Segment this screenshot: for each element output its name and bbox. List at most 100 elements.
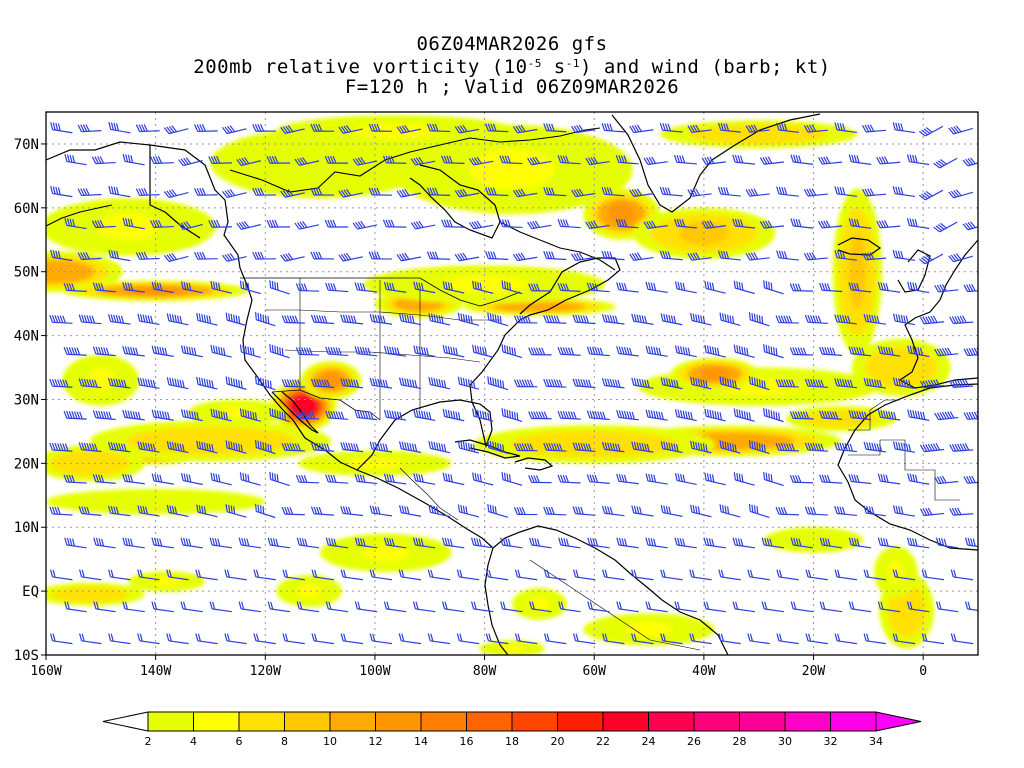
wind-barb xyxy=(789,347,814,356)
wind-barb xyxy=(472,344,494,358)
colorbar-swatch xyxy=(238,711,285,732)
wind-barb xyxy=(948,189,973,199)
wind-barb xyxy=(775,315,799,324)
wind-barb xyxy=(412,537,436,549)
wind-barb xyxy=(513,507,538,516)
wind-barb xyxy=(222,189,247,198)
wind-barb xyxy=(717,186,741,197)
wind-barb xyxy=(776,633,799,645)
wind-barb xyxy=(252,187,276,196)
wind-barb xyxy=(863,569,887,581)
wind-barb xyxy=(472,408,494,422)
wind-barb xyxy=(310,506,334,516)
wind-barb xyxy=(803,124,828,133)
colorbar-tick-label: 26 xyxy=(687,735,701,748)
wind-barb xyxy=(572,506,596,516)
wind-barb xyxy=(631,377,654,389)
wind-barb xyxy=(834,569,857,581)
wind-barb xyxy=(601,505,625,517)
wind-barb xyxy=(733,344,755,358)
wind-barb xyxy=(789,283,814,292)
wind-barb xyxy=(948,125,973,135)
wind-barb xyxy=(180,409,203,422)
wind-barb xyxy=(558,537,581,549)
wind-barb xyxy=(748,312,770,327)
wind-barb xyxy=(236,221,261,230)
wind-barb xyxy=(732,154,756,165)
colorbar-tick-label: 16 xyxy=(460,735,474,748)
wind-barb xyxy=(93,601,116,613)
wind-barb xyxy=(660,377,683,390)
wind-barb xyxy=(616,601,639,613)
wind-barb xyxy=(252,251,276,260)
wind-barb xyxy=(543,187,567,197)
wind-barb xyxy=(253,633,276,645)
wind-barb xyxy=(135,124,160,133)
wind-barb xyxy=(790,537,814,549)
vorticity-core xyxy=(123,286,189,296)
wind-barb xyxy=(602,569,625,581)
wind-barb xyxy=(558,601,581,613)
wind-barb xyxy=(935,537,959,549)
wind-barb xyxy=(892,569,916,581)
wind-barb xyxy=(150,219,174,228)
wind-barb xyxy=(354,537,378,549)
wind-barb xyxy=(64,217,87,230)
wind-barb xyxy=(50,122,73,134)
coast-iceland xyxy=(837,237,882,256)
latitude-label: 50N xyxy=(14,265,39,281)
wind-barb xyxy=(122,282,145,293)
coast-greenland xyxy=(611,113,821,213)
wind-barb xyxy=(499,219,523,229)
wind-barb xyxy=(108,185,131,198)
wind-barb xyxy=(180,537,203,549)
colorbar-tick-label: 34 xyxy=(869,735,883,748)
wind-barb xyxy=(457,312,480,326)
wind-barb xyxy=(369,633,393,645)
wind-barb xyxy=(586,282,610,293)
wind-barb xyxy=(761,601,785,613)
wind-barb xyxy=(964,537,978,549)
coast-south-america xyxy=(492,525,729,655)
wind-barb xyxy=(877,537,901,549)
colorbar-swatch xyxy=(830,711,877,732)
wind-barb xyxy=(225,440,247,454)
wind-barb xyxy=(135,188,160,197)
wind-barb xyxy=(834,378,857,389)
wind-barb xyxy=(441,155,465,165)
wind-barb xyxy=(689,633,712,645)
wind-barb xyxy=(529,601,552,613)
wind-barb xyxy=(513,379,538,388)
wind-barb xyxy=(674,281,697,294)
wind-barb xyxy=(239,280,261,295)
wind-barb xyxy=(163,125,189,135)
wind-barb xyxy=(280,252,305,262)
wind-barb xyxy=(383,537,407,549)
wind-barb xyxy=(428,504,451,518)
wind-barb xyxy=(239,408,261,422)
wind-barb xyxy=(222,252,247,262)
wind-barb xyxy=(892,633,916,645)
colorbar-tick-label: 12 xyxy=(369,735,383,748)
wind-barb xyxy=(907,281,930,294)
wind-barb xyxy=(687,252,712,261)
wind-barb xyxy=(763,471,784,487)
colorbar-tick-label: 22 xyxy=(596,735,610,748)
wind-barb xyxy=(674,537,697,549)
wind-barb xyxy=(732,537,755,549)
wind-barb xyxy=(63,474,87,484)
wind-barb xyxy=(660,504,683,517)
wind-barb xyxy=(949,315,974,325)
wind-barb xyxy=(512,188,538,198)
colorbar-swatch xyxy=(329,711,376,732)
wind-barb xyxy=(616,409,639,421)
wind-barb xyxy=(631,569,654,581)
wind-barb xyxy=(166,313,189,326)
wind-barb xyxy=(585,156,610,166)
wind-barb xyxy=(790,601,814,613)
wind-barb xyxy=(50,249,73,262)
wind-barb xyxy=(456,569,480,581)
wind-barb xyxy=(629,188,654,198)
wind-barb xyxy=(427,569,451,581)
wind-barb xyxy=(803,188,828,197)
